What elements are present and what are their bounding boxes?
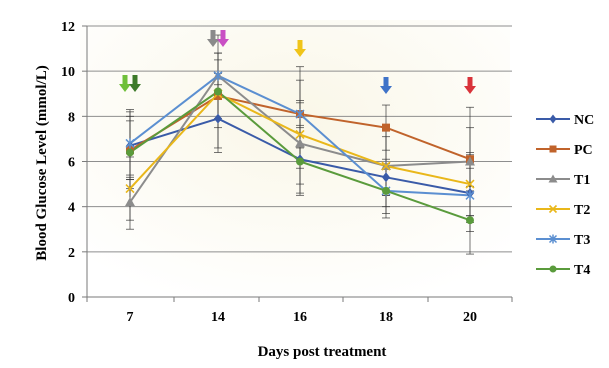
y-tick-label-10: 10 <box>61 65 75 80</box>
legend-label: PC <box>574 143 593 158</box>
marker-t4-14 <box>214 87 222 96</box>
marker-t2-16 <box>295 129 305 139</box>
legend-label: T1 <box>574 173 590 188</box>
x-tick-label-20: 20 <box>463 310 477 325</box>
arrow-7-0 <box>119 75 131 92</box>
y-tick-label-2: 2 <box>68 246 75 261</box>
marker-t3-7 <box>125 138 135 149</box>
marker-t2-18 <box>381 161 391 171</box>
arrow-head <box>217 39 229 47</box>
x-tick-label-7: 7 <box>127 310 134 325</box>
y-tick-label-12: 12 <box>61 20 75 35</box>
arrow-shaft <box>467 77 473 87</box>
legend-item-t1: T1 <box>536 173 590 188</box>
marker-t1-7 <box>125 197 135 207</box>
legend-item-t4: T4 <box>536 263 590 278</box>
axes <box>82 25 513 302</box>
legend-item-nc: NC <box>536 113 594 128</box>
marker-t4-7 <box>126 148 134 157</box>
plot-background <box>80 20 510 300</box>
legend-marker <box>548 174 558 183</box>
arrow-14-0 <box>207 30 219 47</box>
marker-t1-20 <box>465 156 475 166</box>
legend-label: NC <box>574 113 594 128</box>
marker-t3-16 <box>295 109 305 120</box>
legend-marker <box>548 234 558 244</box>
arrow-shaft <box>132 75 138 85</box>
annotation-arrows <box>119 30 476 94</box>
marker-t4-18 <box>382 186 390 195</box>
arrow-14-1 <box>217 30 229 47</box>
arrow-shaft <box>210 30 216 40</box>
legend: NC PC T1 T2 T3 T4 <box>536 113 594 278</box>
series-markers <box>125 70 475 225</box>
legend-marker <box>549 114 557 124</box>
marker-t3-20 <box>465 190 475 201</box>
x-tick-label-18: 18 <box>379 310 393 325</box>
marker-t1-16 <box>295 138 305 148</box>
x-tick-label-14: 14 <box>211 310 225 325</box>
legend-label: T3 <box>574 233 590 248</box>
legend-label: T4 <box>574 263 590 278</box>
arrow-16-0 <box>294 40 306 57</box>
arrow-shaft <box>122 75 128 85</box>
x-tick-label-16: 16 <box>293 310 307 325</box>
marker-pc-18 <box>382 123 390 132</box>
arrow-20-0 <box>464 77 476 94</box>
marker-nc-18 <box>382 172 390 183</box>
tick-labels: 0 2 4 6 8 10 12 7 14 16 18 20 <box>61 20 477 325</box>
arrow-head <box>294 49 306 57</box>
marker-pc-14 <box>214 92 222 101</box>
arrow-7-1 <box>129 75 141 92</box>
y-axis-title: Blood Glucose Level (mmol/L) <box>34 65 50 260</box>
arrow-head <box>464 86 476 94</box>
legend-marker <box>549 265 557 273</box>
x-axis-title: Days post treatment <box>258 344 387 360</box>
marker-t3-14 <box>213 70 223 81</box>
arrow-head <box>119 84 131 92</box>
y-tick-label-4: 4 <box>68 201 75 216</box>
marker-t2-7 <box>125 184 135 194</box>
legend-label: T2 <box>574 203 590 218</box>
legend-item-t3: T3 <box>536 233 590 248</box>
marker-t4-16 <box>296 157 304 166</box>
arrow-shaft <box>220 30 226 40</box>
y-tick-label-6: 6 <box>68 156 75 171</box>
arrow-head <box>207 39 219 47</box>
legend-marker <box>548 204 558 214</box>
legend-item-t2: T2 <box>536 203 590 218</box>
arrow-head <box>380 86 392 94</box>
y-tick-label-8: 8 <box>68 110 75 125</box>
legend-marker <box>549 145 557 153</box>
legend-item-pc: PC <box>536 143 593 158</box>
y-tick-label-0: 0 <box>68 291 75 306</box>
marker-t4-20 <box>466 216 474 225</box>
arrow-18-0 <box>380 77 392 94</box>
arrow-head <box>129 84 141 92</box>
marker-t2-20 <box>465 179 475 189</box>
arrow-shaft <box>383 77 389 87</box>
arrow-shaft <box>297 40 303 50</box>
marker-nc-14 <box>214 113 222 124</box>
